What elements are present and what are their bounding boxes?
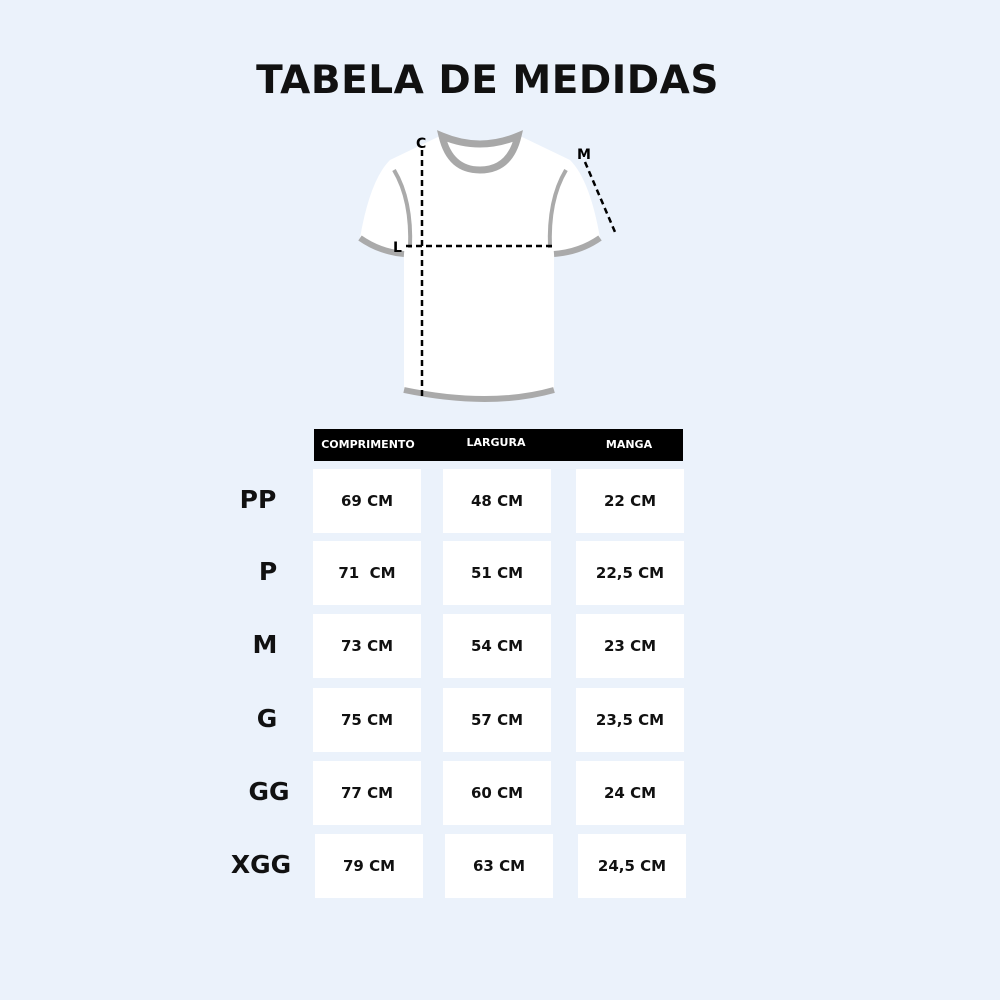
size-label: XGG (230, 850, 292, 879)
width-cell: 60 CM (443, 761, 551, 825)
tshirt-diagram: C L M (358, 130, 617, 402)
width-label: L (393, 240, 402, 256)
sleeve-cell: 22 CM (576, 469, 684, 533)
sleeve-line (583, 161, 617, 233)
table-header: COMPRIMENTO LARGURA MANGA (314, 429, 683, 461)
length-cell: 75 CM (313, 688, 421, 752)
sleeve-cell: 23 CM (576, 614, 684, 678)
size-label: P (258, 557, 278, 586)
length-cell: 69 CM (313, 469, 421, 533)
width-cell: 54 CM (443, 614, 551, 678)
length-cell: 73 CM (313, 614, 421, 678)
header-width: LARGURA (466, 436, 526, 449)
sleeve-cell: 23,5 CM (576, 688, 684, 752)
collar (437, 130, 523, 174)
page-title: TABELA DE MEDIDAS (256, 58, 719, 103)
width-cell: 63 CM (445, 834, 553, 898)
length-cell: 79 CM (315, 834, 423, 898)
sleeve-cell: 22,5 CM (576, 541, 684, 605)
size-label: G (256, 704, 278, 733)
size-label: M (252, 630, 278, 659)
size-label: PP (239, 485, 277, 514)
tshirt-body (360, 136, 600, 398)
width-cell: 48 CM (443, 469, 551, 533)
width-cell: 57 CM (443, 688, 551, 752)
sleeve-label: M (577, 147, 591, 163)
width-cell: 51 CM (443, 541, 551, 605)
header-length: COMPRIMENTO (321, 438, 415, 451)
length-cell: 71 CM (313, 541, 421, 605)
header-sleeve: MANGA (605, 438, 653, 451)
length-cell: 77 CM (313, 761, 421, 825)
sleeve-cell: 24,5 CM (578, 834, 686, 898)
size-label: GG (248, 777, 290, 806)
length-label: C (416, 136, 426, 152)
sleeve-cell: 24 CM (576, 761, 684, 825)
